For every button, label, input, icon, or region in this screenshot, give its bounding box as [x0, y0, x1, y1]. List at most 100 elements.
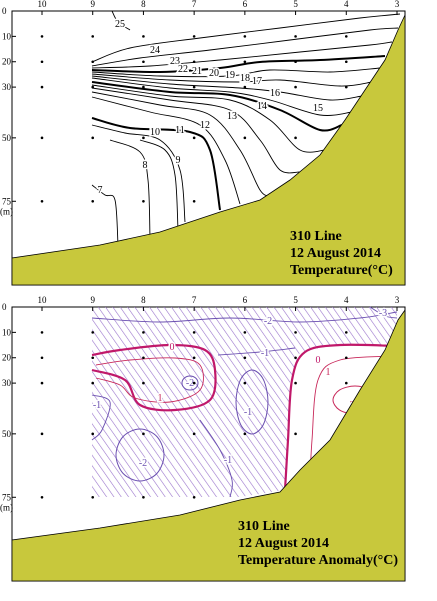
contour-line [91, 73, 373, 87]
contour-label: 22 [178, 64, 188, 75]
contour-label: -2 [139, 458, 147, 469]
contour-line [91, 27, 399, 67]
sample-point [344, 60, 348, 64]
sample-point [142, 35, 145, 38]
contour-line [91, 91, 271, 197]
contour-label: 14 [257, 101, 267, 112]
contour-label: 0 [170, 342, 175, 353]
contour-label: 0 [316, 355, 321, 366]
sample-point [40, 432, 44, 436]
contour-label: -2 [186, 378, 194, 389]
x-tick-label: 7 [192, 0, 197, 9]
contour-line [115, 428, 165, 482]
contour-line [91, 124, 186, 223]
contour-line [91, 311, 398, 323]
contour-line [91, 13, 401, 63]
contour-label: -1 [224, 455, 232, 466]
y-tick-label: 0 [2, 302, 7, 312]
sample-point [142, 136, 145, 140]
x-tick-label: 8 [141, 295, 146, 305]
sample-point [91, 199, 95, 203]
sample-point [192, 35, 196, 38]
sample-point [40, 495, 44, 499]
sample-point [91, 356, 95, 360]
sample-point [40, 381, 44, 385]
x-tick-label: 9 [90, 295, 95, 305]
sample-point [40, 331, 44, 334]
y-tick-label: 50 [2, 429, 12, 439]
y-tick-label: 20 [2, 57, 12, 67]
x-tick-label: 10 [38, 0, 48, 9]
contour-line [91, 84, 326, 153]
annotation: 12 August 2014 [238, 536, 329, 551]
annotation: 310 Line [238, 519, 290, 534]
contour-label: -3 [379, 308, 387, 319]
contour-label: 8 [143, 160, 148, 171]
x-tick-label: 4 [344, 295, 349, 305]
sample-point [40, 199, 44, 203]
sample-point [142, 356, 145, 360]
y-tick-label: 75 [2, 492, 12, 502]
contour-label: 18 [240, 73, 250, 84]
sample-point [142, 432, 145, 436]
sample-point [192, 60, 196, 64]
contour-label: 11 [175, 125, 185, 136]
contour-label: 1 [158, 393, 163, 404]
sample-point [243, 381, 247, 385]
sample-point [294, 136, 297, 140]
contour-line [91, 55, 386, 74]
sample-point [91, 35, 95, 38]
contour-label: 21 [192, 66, 202, 77]
contour-line [91, 117, 221, 211]
sample-point [91, 85, 95, 89]
y-tick-label: 75 [2, 196, 12, 206]
sample-point [91, 495, 95, 499]
y-tick-label: 50 [2, 133, 12, 143]
contour-line [199, 419, 233, 498]
annotation: 310 Line [290, 229, 342, 244]
contour-label: -1 [244, 407, 252, 418]
contour-line [109, 139, 151, 239]
sample-point [192, 381, 196, 385]
y-tick-label: 20 [2, 353, 12, 363]
contour-line [111, 10, 131, 31]
contour-line [217, 347, 296, 356]
sample-point [243, 432, 247, 436]
sample-point [243, 35, 247, 38]
sample-point [142, 199, 145, 203]
contour-line [283, 343, 398, 491]
seafloor [11, 14, 406, 286]
annotation: 12 August 2014 [290, 246, 381, 261]
sample-point [243, 331, 247, 334]
sample-point [344, 85, 348, 89]
x-tick-label: 5 [293, 295, 298, 305]
contour-label: 10 [150, 127, 160, 138]
sample-point [40, 60, 44, 64]
contour-line [91, 87, 301, 174]
sample-point [142, 381, 145, 385]
x-tick-label: 7 [192, 295, 197, 305]
x-tick-label: 4 [344, 0, 349, 9]
contour-label: 24 [150, 45, 160, 56]
x-tick-label: 8 [141, 0, 146, 9]
x-tick-label: 5 [293, 0, 298, 9]
contour-label: 1 [326, 367, 331, 378]
sample-point [294, 432, 297, 436]
sample-point [40, 35, 44, 38]
contour-line [91, 41, 393, 69]
x-tick-label: 9 [90, 0, 95, 9]
y-tick-label: 10 [2, 327, 12, 337]
sample-point [40, 136, 44, 140]
sample-point [294, 381, 297, 385]
sample-point [192, 199, 196, 203]
sample-point [344, 381, 348, 385]
x-tick-label: 6 [243, 295, 248, 305]
contour-line [91, 75, 363, 101]
sample-point [40, 85, 44, 89]
x-tick-label: 10 [38, 295, 48, 305]
sample-point [142, 495, 145, 499]
sample-point [142, 331, 145, 334]
contour-label: 12 [200, 120, 210, 131]
sample-point [142, 85, 145, 89]
y-unit: (m) [0, 502, 13, 512]
